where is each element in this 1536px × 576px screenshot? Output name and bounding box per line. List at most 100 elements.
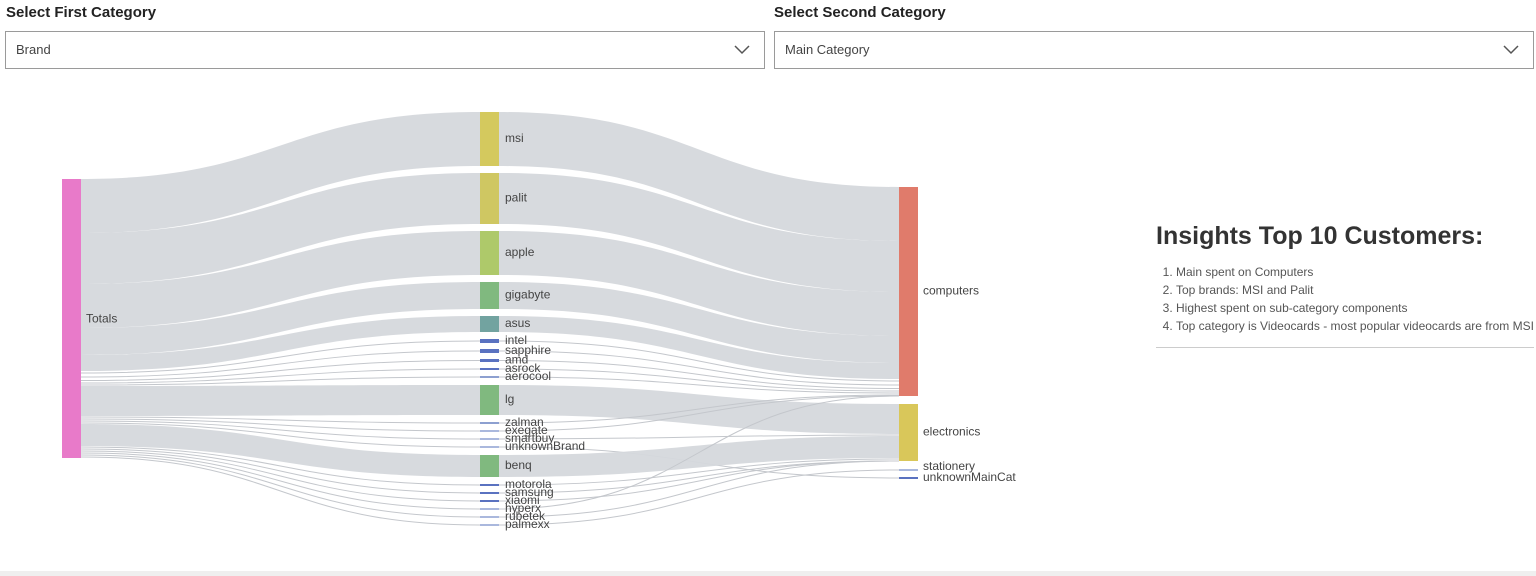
link-totals-gigabyte: [81, 282, 480, 355]
node-label-xiaomi: xiaomi: [505, 493, 540, 507]
node-label-apple: apple: [505, 245, 535, 259]
insights-panel: Insights Top 10 Customers: Main spent on…: [1156, 222, 1534, 348]
link-totals-palit: [81, 173, 480, 284]
link-sapphire-computers: [498, 350, 900, 386]
link-asrock-computers: [498, 368, 900, 392]
link-totals-xiaomi: [80, 450, 481, 502]
link-aerocool-computers: [498, 376, 900, 394]
node-msi: [480, 112, 499, 166]
chevron-down-icon: [1503, 45, 1519, 55]
node-aerocool: [480, 376, 499, 378]
node-label-rubetek: rubetek: [505, 509, 546, 523]
node-smartbuy: [480, 438, 499, 440]
node-label-palmexx: palmexx: [505, 517, 550, 531]
node-label-aerocool: aerocool: [505, 369, 551, 383]
link-xiaomi-electronics: [498, 460, 900, 502]
link-gigabyte-computers: [499, 282, 899, 363]
first-category-value: Brand: [16, 42, 51, 57]
link-totals-msi: [81, 112, 480, 233]
second-category-select[interactable]: Main Category: [774, 31, 1534, 69]
node-label-computers: computers: [923, 284, 979, 298]
link-totals-zalman: [80, 416, 481, 424]
node-electronics: [899, 404, 918, 461]
node-label-motorola: motorola: [505, 477, 552, 491]
node-computers: [899, 187, 918, 396]
sankey-chart: Totals msi palit apple gigabyte asus intelsapp…: [62, 112, 1016, 531]
node-label-zalman: zalman: [505, 415, 544, 429]
node-label-totals: Totals: [86, 312, 117, 326]
link-totals-motorola: [80, 446, 481, 486]
insights-title: Insights Top 10 Customers:: [1156, 222, 1484, 250]
node-rubetek: [480, 516, 499, 518]
node-exegate: [480, 430, 499, 432]
link-intel-computers: [498, 340, 900, 382]
link-palit-computers: [499, 173, 899, 292]
node-apple: [480, 231, 499, 275]
node-xiaomi: [480, 500, 499, 502]
node-label-samsung: samsung: [505, 485, 554, 499]
node-label-smartbuy: smartbuy: [505, 431, 554, 445]
link-totals-apple: [81, 231, 480, 328]
link-totals-amd: [80, 360, 481, 381]
link-hyperx-computers: [498, 395, 900, 510]
insight-item: Main spent on Computers: [1176, 263, 1534, 281]
link-totals-hyperx: [80, 452, 481, 510]
node-lg: [480, 385, 499, 415]
link-totals-benq: [81, 424, 480, 477]
first-category-select[interactable]: Brand: [5, 31, 765, 69]
link-totals-exegate: [80, 418, 481, 432]
node-totals: [62, 179, 81, 458]
link-apple-computers: [499, 231, 899, 336]
node-benq: [480, 455, 499, 477]
chevron-down-icon: [734, 45, 750, 55]
link-zalman-computers: [498, 394, 900, 424]
link-msi-computers: [499, 112, 899, 241]
node-label-palit: palit: [505, 191, 528, 205]
footer-bar: [0, 571, 1536, 576]
first-category-label: Select First Category: [6, 4, 157, 21]
link-totals-intel: [80, 340, 481, 374]
node-intel: [480, 339, 499, 343]
node-gigabyte: [480, 282, 499, 309]
link-totals-lg: [81, 385, 480, 416]
link-palmexx-stationery: [498, 469, 900, 526]
link-totals-unknownBrand: [80, 422, 481, 448]
link-asus-computers: [499, 316, 899, 379]
node-asrock: [480, 368, 499, 370]
second-category-value: Main Category: [785, 42, 870, 57]
link-totals-palmexx: [80, 456, 481, 526]
insights-divider: [1156, 347, 1534, 348]
node-label-exegate: exegate: [505, 423, 548, 437]
node-label-gigabyte: gigabyte: [505, 288, 551, 302]
node-label-unknownBrand: unknownBrand: [505, 439, 585, 453]
node-label-benq: benq: [505, 458, 532, 472]
link-motorola-electronics: [498, 458, 900, 486]
insights-list: Main spent on Computers Top brands: MSI …: [1156, 263, 1534, 335]
node-label-stationery: stationery: [923, 459, 975, 473]
node-stationery: [899, 469, 918, 471]
link-amd-computers: [498, 360, 900, 389]
link-totals-aerocool: [80, 376, 481, 386]
link-benq-electronics: [499, 436, 899, 477]
link-totals-smartbuy: [80, 420, 481, 440]
node-label-unknownMainCat: unknownMainCat: [923, 470, 1016, 484]
node-label-msi: msi: [505, 131, 524, 145]
node-label-sapphire: sapphire: [505, 343, 551, 357]
second-category-label: Select Second Category: [774, 4, 946, 21]
node-unknownBrand: [480, 446, 499, 448]
link-rubetek-electronics: [498, 460, 900, 518]
link-exegate-computers: [498, 395, 900, 432]
links-group: [80, 112, 900, 526]
node-label-asus: asus: [505, 316, 530, 330]
node-label-intel: intel: [505, 333, 527, 347]
node-label-lg: lg: [505, 392, 514, 406]
link-totals-rubetek: [80, 454, 481, 518]
node-samsung: [480, 492, 499, 494]
node-unknownMainCat: [899, 477, 918, 479]
node-label-asrock: asrock: [505, 361, 541, 375]
nodes-group: Totals msi palit apple gigabyte asus intelsapp…: [62, 112, 1016, 531]
node-label-hyperx: hyperx: [505, 501, 541, 515]
insight-item: Highest spent on sub-category components: [1176, 299, 1534, 317]
node-palit: [480, 173, 499, 224]
node-sapphire: [480, 349, 499, 353]
